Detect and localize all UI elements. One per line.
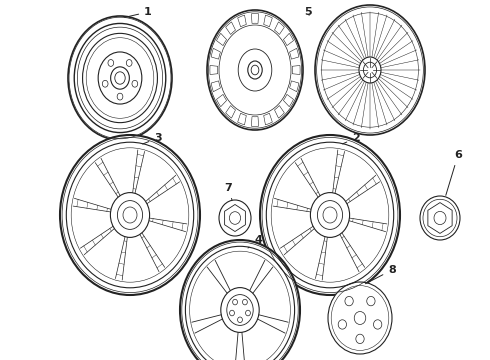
- Ellipse shape: [260, 135, 400, 295]
- Ellipse shape: [102, 80, 108, 87]
- Ellipse shape: [238, 317, 243, 323]
- Ellipse shape: [227, 294, 253, 325]
- Ellipse shape: [364, 62, 377, 78]
- Ellipse shape: [115, 72, 125, 84]
- Ellipse shape: [180, 240, 300, 360]
- Polygon shape: [264, 15, 272, 27]
- Ellipse shape: [356, 334, 364, 343]
- Ellipse shape: [229, 212, 241, 224]
- Text: 1: 1: [125, 7, 152, 17]
- Ellipse shape: [315, 5, 425, 135]
- Ellipse shape: [251, 65, 259, 75]
- Ellipse shape: [207, 10, 303, 130]
- Ellipse shape: [233, 299, 238, 305]
- Polygon shape: [283, 33, 294, 46]
- Polygon shape: [274, 105, 284, 118]
- Ellipse shape: [318, 201, 343, 229]
- Ellipse shape: [132, 80, 138, 87]
- Ellipse shape: [98, 52, 142, 104]
- Polygon shape: [238, 113, 246, 125]
- Text: 5: 5: [304, 7, 312, 17]
- Ellipse shape: [60, 135, 200, 295]
- Ellipse shape: [221, 288, 259, 332]
- Ellipse shape: [118, 201, 143, 229]
- Polygon shape: [283, 94, 294, 107]
- Ellipse shape: [434, 211, 446, 225]
- Ellipse shape: [338, 320, 346, 329]
- Polygon shape: [210, 66, 218, 75]
- Ellipse shape: [219, 200, 251, 236]
- Polygon shape: [290, 48, 299, 59]
- Ellipse shape: [126, 59, 132, 66]
- Polygon shape: [274, 22, 284, 35]
- Polygon shape: [217, 33, 226, 46]
- Ellipse shape: [373, 320, 382, 329]
- Polygon shape: [428, 203, 452, 233]
- Polygon shape: [251, 14, 259, 23]
- Ellipse shape: [243, 299, 247, 305]
- Polygon shape: [211, 81, 220, 92]
- Text: 4: 4: [248, 235, 262, 248]
- Ellipse shape: [110, 193, 149, 237]
- Text: 6: 6: [446, 150, 462, 195]
- Polygon shape: [290, 81, 299, 92]
- Text: 3: 3: [143, 133, 162, 144]
- Ellipse shape: [68, 16, 172, 140]
- Text: 8: 8: [366, 265, 396, 284]
- Ellipse shape: [238, 49, 272, 91]
- Ellipse shape: [345, 296, 353, 306]
- Polygon shape: [211, 48, 220, 59]
- Ellipse shape: [108, 59, 114, 66]
- Ellipse shape: [354, 311, 366, 324]
- Ellipse shape: [117, 93, 123, 100]
- Ellipse shape: [230, 310, 234, 316]
- Polygon shape: [238, 15, 246, 27]
- Text: 7: 7: [224, 183, 232, 200]
- Polygon shape: [251, 117, 259, 126]
- Ellipse shape: [328, 282, 392, 354]
- Ellipse shape: [310, 193, 349, 237]
- Ellipse shape: [245, 310, 250, 316]
- Polygon shape: [217, 94, 226, 107]
- Ellipse shape: [367, 296, 375, 306]
- Polygon shape: [226, 22, 236, 35]
- Text: 2: 2: [343, 133, 360, 144]
- Polygon shape: [293, 66, 300, 75]
- Polygon shape: [226, 105, 236, 118]
- Ellipse shape: [219, 25, 291, 115]
- Ellipse shape: [420, 196, 460, 240]
- Ellipse shape: [248, 61, 262, 79]
- Ellipse shape: [111, 67, 129, 89]
- Ellipse shape: [323, 207, 337, 223]
- Ellipse shape: [359, 57, 381, 83]
- Polygon shape: [224, 204, 245, 231]
- Ellipse shape: [123, 207, 137, 223]
- Polygon shape: [264, 113, 272, 125]
